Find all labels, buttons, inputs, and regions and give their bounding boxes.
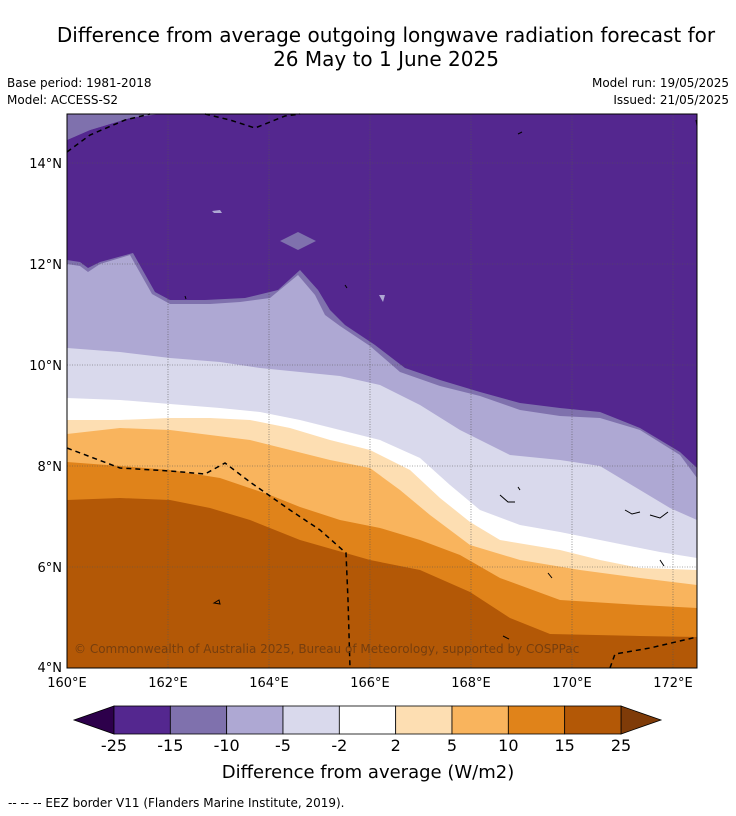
x-tick-label: 172°E (653, 676, 693, 691)
band-neg25-neg15 (67, 114, 697, 468)
colorbar-tick-label: -2 (331, 736, 348, 755)
y-tick-label: 12°N (29, 258, 62, 273)
base-period: Base period: 1981-2018 (7, 76, 152, 90)
colorbar-tick-label: 5 (446, 736, 458, 755)
colorbar-swatch (451, 705, 509, 735)
map-field (67, 114, 697, 668)
y-tick-label: 10°N (29, 359, 62, 374)
patch-small-2 (379, 295, 385, 302)
patch-top-left (67, 114, 150, 140)
x-axis: 160°E 162°E 164°E 166°E 168°E 170°E 172°… (47, 676, 693, 691)
colorbar-over-arrow (620, 705, 663, 735)
y-tick-label: 6°N (38, 561, 63, 576)
patch-light (280, 232, 316, 250)
colorbar-title: Difference from average (W/m2) (221, 762, 515, 783)
model-name: Model: ACCESS-S2 (7, 93, 119, 107)
x-tick-label: 170°E (552, 676, 592, 691)
colorbar-swatch (282, 705, 340, 735)
y-tick-label: 4°N (38, 661, 63, 676)
colorbar-swatch (564, 705, 622, 735)
colorbar-swatch (338, 705, 397, 735)
x-tick-label: 160°E (47, 676, 87, 691)
footnote: -- -- -- EEZ border V11 (Flanders Marine… (8, 796, 345, 810)
eez-border (66, 113, 698, 669)
y-tick-label: 14°N (29, 157, 62, 172)
colorbar-tick-label: -15 (157, 736, 184, 755)
colorbar-tick-label: 15 (554, 736, 575, 755)
colorbar-under-arrow (72, 705, 115, 735)
x-tick-label: 162°E (148, 676, 188, 691)
y-axis: 14°N 12°N 10°N 8°N 6°N 4°N (29, 157, 62, 676)
colorbar-tick-label: 25 (610, 736, 632, 755)
patch-small (212, 210, 222, 213)
colorbar-tick-label: 10 (498, 736, 519, 755)
colorbar-swatch (395, 705, 453, 735)
colorbar-swatch (226, 705, 284, 735)
x-tick-label: 168°E (451, 676, 491, 691)
grid-lines (67, 114, 697, 668)
issued-date: Issued: 21/05/2025 (613, 93, 729, 107)
colorbar-tick-label: -25 (100, 736, 128, 755)
colorbar (72, 705, 663, 735)
x-tick-label: 164°E (249, 676, 289, 691)
colorbar-swatch (507, 705, 566, 735)
colorbar-swatch (113, 705, 171, 735)
title-line-2: 26 May to 1 June 2025 (273, 47, 499, 71)
copyright-text: © Commonwealth of Australia 2025, Bureau… (74, 642, 579, 656)
colorbar-swatch (169, 705, 228, 735)
y-tick-label: 8°N (38, 460, 63, 475)
colorbar-tick-label: -10 (213, 736, 240, 755)
map-frame (66, 113, 698, 669)
islands (184, 119, 698, 640)
title-line-1: Difference from average outgoing longwav… (56, 23, 716, 47)
colorbar-tick-label: 2 (390, 736, 401, 755)
x-tick-label: 166°E (350, 676, 390, 691)
colorbar-tick-label: -5 (275, 736, 291, 755)
model-run: Model run: 19/05/2025 (591, 76, 729, 90)
